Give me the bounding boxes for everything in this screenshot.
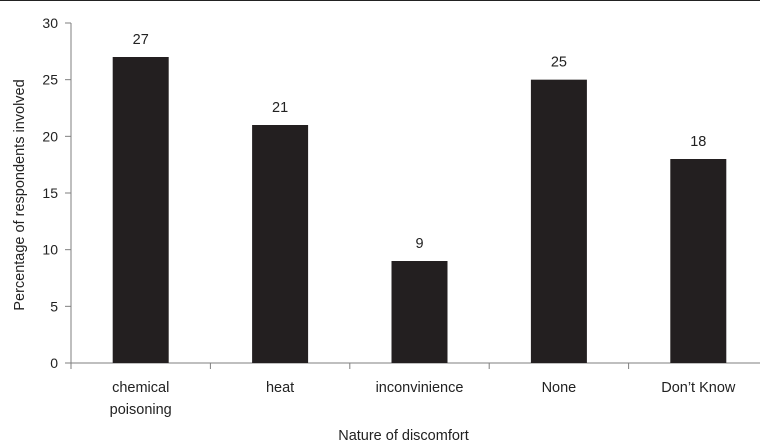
y-tick-label: 25 <box>42 72 58 88</box>
x-category-label: chemical poisoning <box>110 380 172 418</box>
bar-value-label: 18 <box>690 134 706 150</box>
data-labels: 27 21 9 25 18 <box>133 32 707 252</box>
x-category-label: Don’t Know <box>661 380 736 396</box>
x-category-label: heat <box>266 380 294 396</box>
y-tick-label: 5 <box>50 298 58 314</box>
y-tick-label: 10 <box>42 242 58 258</box>
bar-value-label: 21 <box>272 100 288 116</box>
x-axis-title: Nature of discomfort <box>338 428 469 444</box>
bar-value-label: 25 <box>551 55 567 71</box>
bar <box>670 159 727 363</box>
y-tick-label: 0 <box>50 355 58 371</box>
y-tick-label: 20 <box>42 128 58 144</box>
x-axis: chemical poisoning heat inconvinience None Do… <box>70 362 760 418</box>
bar <box>530 79 587 364</box>
top-border-line <box>0 0 760 1</box>
bar-value-label: 9 <box>415 236 423 252</box>
bar-value-label: 27 <box>133 32 149 48</box>
bars <box>112 57 727 364</box>
bar <box>252 125 309 363</box>
y-tick-label: 30 <box>42 15 58 31</box>
x-category-label: inconvinience <box>376 380 464 396</box>
x-category-label: None <box>542 380 577 396</box>
y-axis: 0 5 10 15 20 25 30 <box>42 15 72 371</box>
bar <box>391 261 448 363</box>
bar <box>112 57 169 363</box>
y-axis-title: Percentage of respondents involved <box>12 79 28 310</box>
y-tick-label: 15 <box>42 185 58 201</box>
